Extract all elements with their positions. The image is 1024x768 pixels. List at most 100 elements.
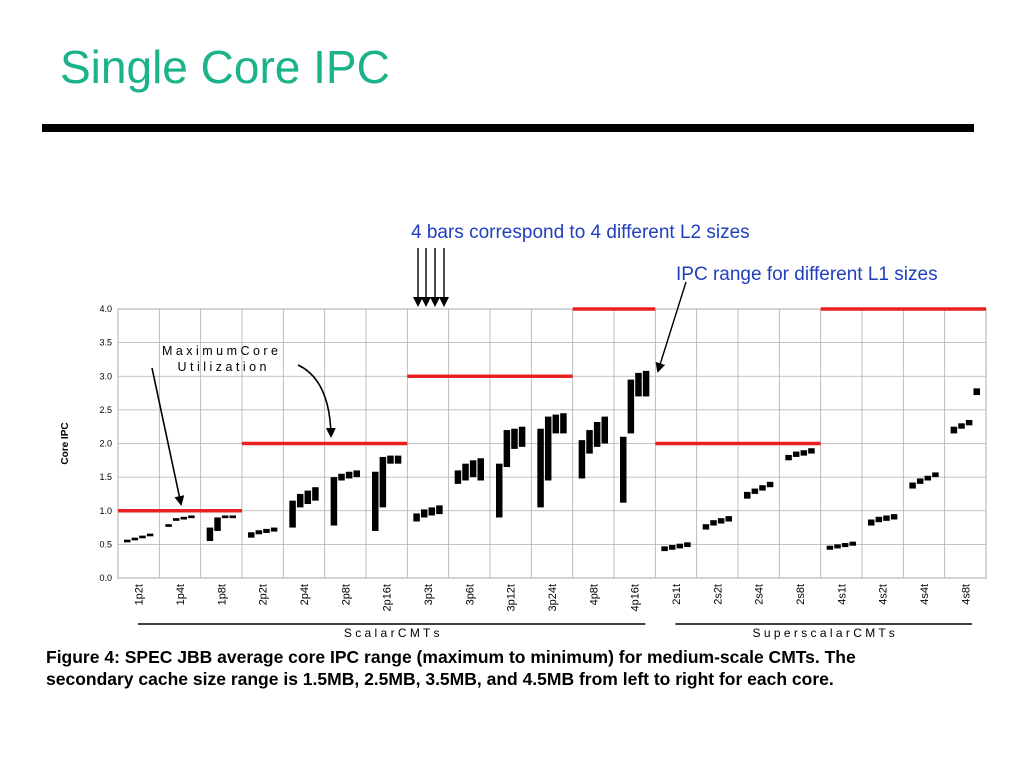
range-bar — [661, 546, 668, 552]
range-bar — [270, 527, 278, 532]
range-bar — [180, 516, 188, 520]
range-bar — [800, 450, 808, 456]
range-bar — [766, 481, 774, 488]
y-tick-label: 1.5 — [99, 472, 112, 482]
range-bar — [552, 414, 560, 434]
x-tick-label: 4p8t — [588, 584, 600, 605]
range-bar — [544, 416, 552, 481]
range-bar — [263, 528, 270, 533]
range-bar — [172, 518, 180, 521]
range-bar — [496, 463, 503, 518]
x-tick-label: 2p16t — [382, 584, 394, 612]
range-bar — [725, 516, 732, 522]
l1-range-arrow — [655, 281, 687, 373]
y-tick-label: 4.0 — [99, 304, 112, 314]
y-tick-label: 2.0 — [99, 439, 112, 449]
range-bar — [973, 388, 980, 396]
range-bar — [165, 524, 172, 527]
range-bar — [312, 487, 319, 501]
caption-line-2: secondary cache size range is 1.5MB, 2.5… — [46, 669, 834, 689]
max-utilization-label-line2: U t i l i z a t i o n — [178, 360, 267, 374]
l2-annotation: 4 bars correspond to 4 different L2 size… — [411, 222, 750, 243]
range-bar — [717, 518, 725, 524]
range-bar — [345, 471, 353, 479]
range-bar — [826, 545, 834, 550]
range-bar — [627, 379, 635, 434]
range-bar — [883, 515, 890, 521]
x-tick-label: 4p16t — [630, 584, 642, 612]
range-bar — [131, 537, 139, 541]
range-bar — [916, 478, 924, 484]
range-bar — [642, 370, 650, 397]
range-bar — [188, 515, 195, 519]
range-bar — [436, 505, 443, 515]
range-bar — [420, 509, 428, 518]
figure-caption: Figure 4: SPEC JBB average core IPC rang… — [46, 646, 996, 690]
group-label: S u p e r s c a l a r C M T s — [753, 626, 895, 640]
group-label: S c a l a r C M T s — [344, 626, 440, 640]
x-tick-label: 4s8t — [960, 584, 972, 605]
range-bar — [849, 541, 856, 546]
slide-title: Single Core IPC — [60, 41, 390, 93]
range-bar — [578, 440, 586, 479]
range-bar — [394, 455, 402, 464]
range-bar — [635, 372, 642, 397]
x-tick-label: 2s1t — [671, 584, 683, 605]
range-bar — [428, 507, 436, 516]
range-bar — [146, 533, 154, 537]
range-bar — [560, 413, 567, 434]
range-bar — [868, 519, 875, 526]
range-bar — [124, 539, 131, 543]
range-bar — [206, 527, 214, 542]
range-bar — [511, 428, 518, 449]
range-bar — [379, 456, 387, 508]
range-bar — [759, 485, 766, 491]
y-tick-label: 0.0 — [99, 573, 112, 583]
range-bar — [372, 471, 379, 531]
caption-line-1: Figure 4: SPEC JBB average core IPC rang… — [46, 647, 856, 667]
range-bar — [668, 545, 676, 550]
range-bar — [503, 430, 511, 468]
range-bar — [601, 416, 608, 444]
max-utilization-label-line1: M a x i m u m C o r e — [162, 344, 278, 358]
x-tick-label: 2p2t — [258, 584, 270, 605]
x-tick-label: 1p8t — [216, 584, 228, 605]
range-bar — [751, 488, 759, 494]
title-rule — [42, 124, 974, 132]
range-bar — [289, 500, 296, 528]
x-tick-label: 1p2t — [134, 584, 146, 605]
y-axis-label: Core IPC — [60, 422, 71, 464]
range-bar — [808, 448, 815, 454]
range-bar — [338, 473, 345, 481]
range-bar — [413, 513, 420, 522]
range-bar — [792, 451, 800, 457]
range-bar — [684, 542, 691, 548]
x-tick-label: 2p4t — [299, 584, 311, 605]
range-bar — [296, 493, 304, 508]
range-bar — [353, 470, 360, 478]
range-bar — [518, 426, 526, 447]
range-bar — [932, 472, 939, 478]
range-bar — [387, 455, 394, 464]
range-bar — [875, 516, 883, 523]
y-tick-label: 2.5 — [99, 405, 112, 415]
y-tick-label: 0.5 — [99, 539, 112, 549]
l1-annotation: IPC range for different L1 sizes — [676, 264, 938, 285]
x-tick-label: 3p3t — [423, 584, 435, 605]
range-bar — [785, 454, 792, 461]
y-tick-label: 1.0 — [99, 506, 112, 516]
range-bar — [462, 463, 469, 481]
range-bar — [248, 532, 255, 538]
range-bar — [702, 524, 710, 530]
y-tick-label: 3.0 — [99, 371, 112, 381]
range-bar — [330, 477, 338, 526]
x-tick-label: 1p4t — [175, 584, 187, 605]
range-bar — [593, 421, 601, 447]
range-bar — [469, 460, 477, 478]
arrow-to-1p-line — [151, 367, 185, 506]
y-tick-label: 3.5 — [99, 338, 112, 348]
x-tick-label: 2s8t — [795, 584, 807, 605]
arrow-to-2p-line — [297, 364, 336, 438]
range-bar — [676, 543, 684, 549]
